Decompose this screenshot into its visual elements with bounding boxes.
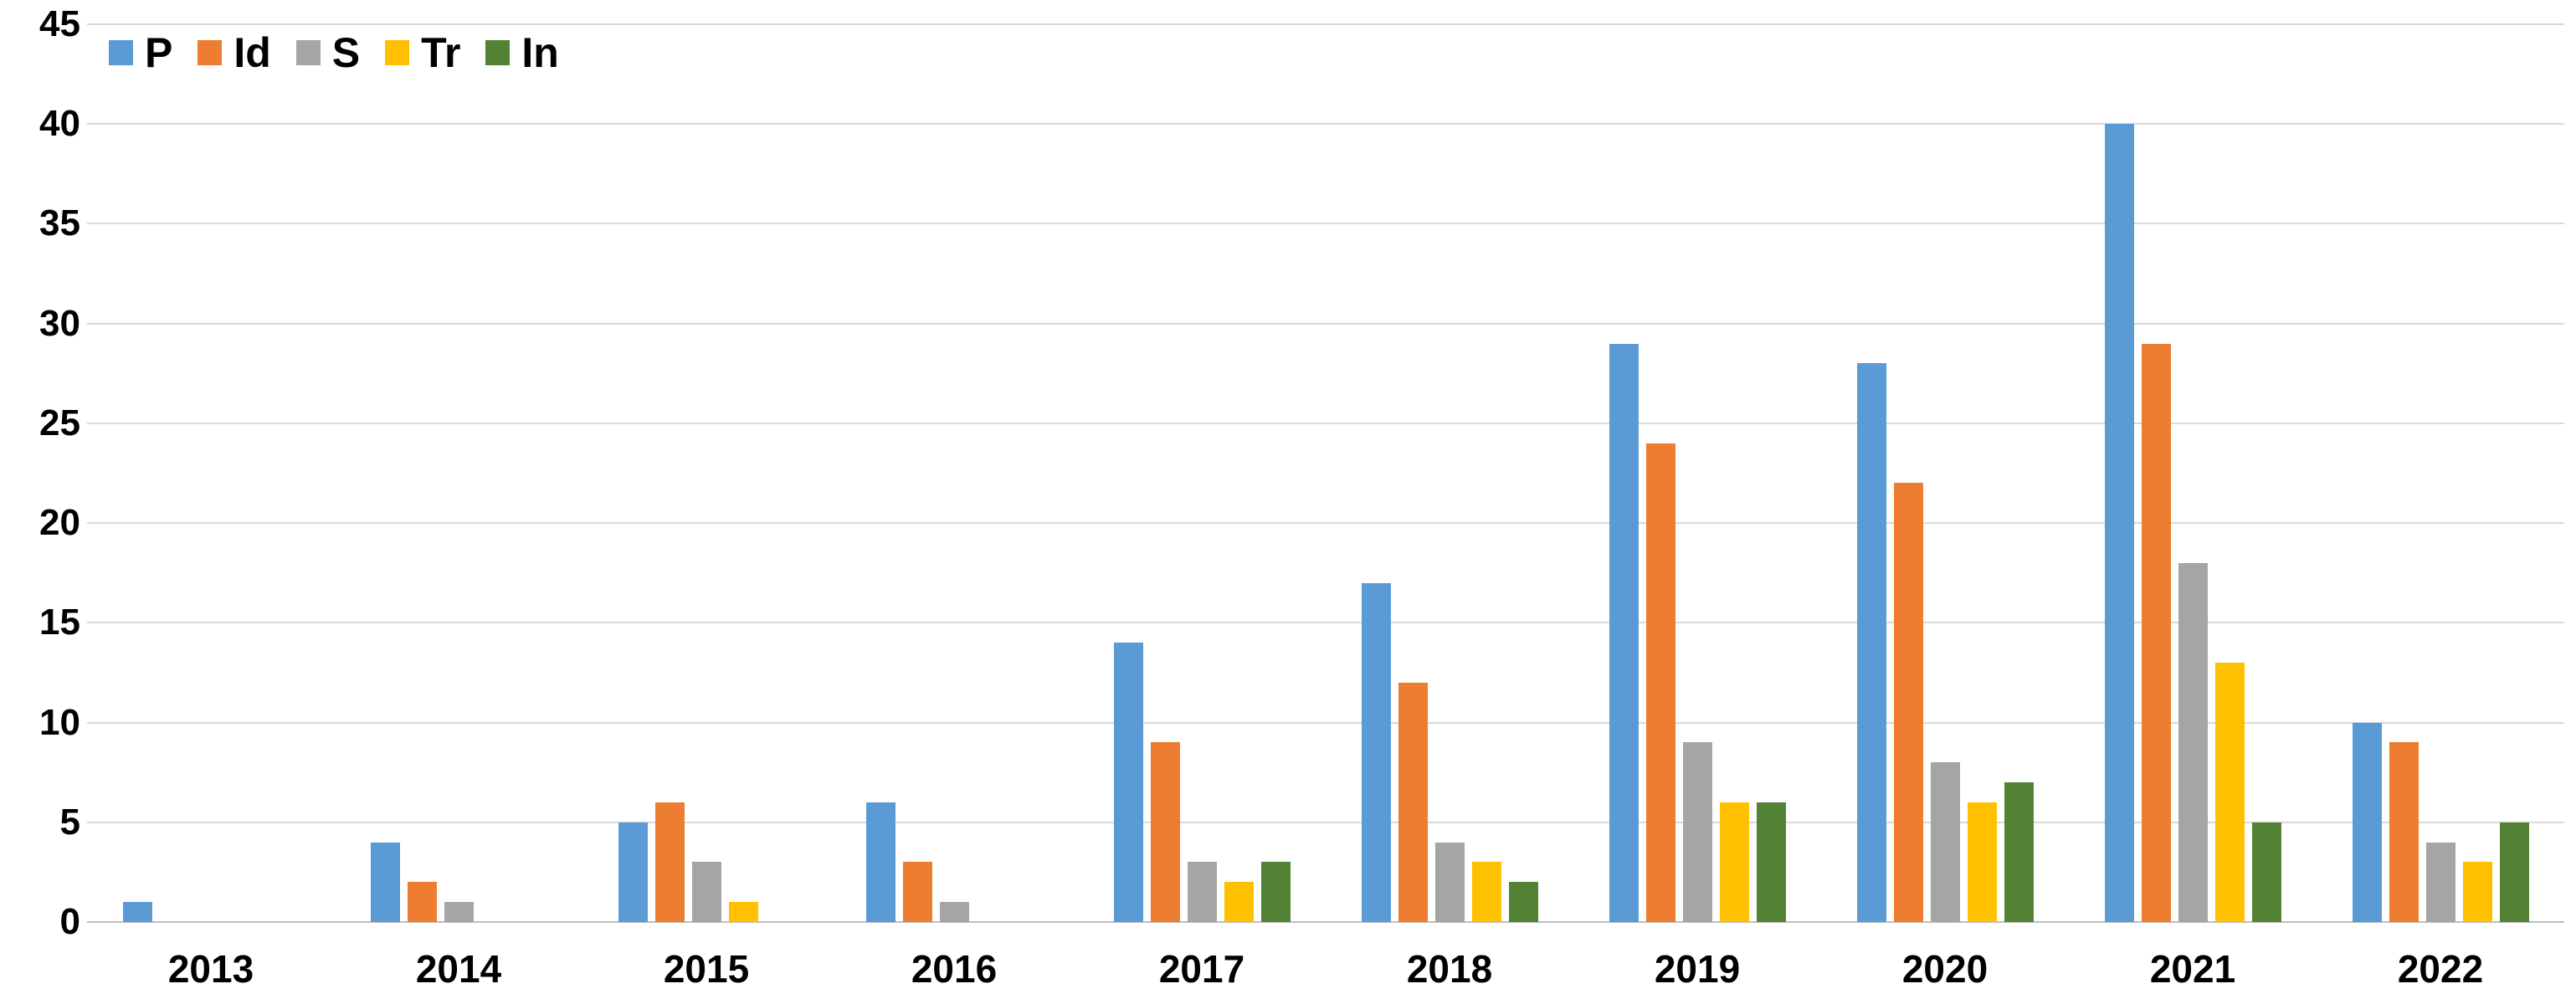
x-axis-category-label: 2014	[415, 947, 502, 991]
x-axis-category-label: 2016	[911, 947, 998, 991]
gridline	[87, 622, 2564, 624]
bar-P-2021	[2104, 124, 2134, 922]
bar-In-2022	[2499, 822, 2529, 922]
bar-Id-2020	[1893, 483, 1923, 922]
bar-P-2016	[865, 802, 895, 922]
legend-label: Tr	[421, 29, 461, 76]
legend-item-Id: Id	[198, 29, 271, 76]
bar-S-2017	[1187, 862, 1217, 922]
x-axis-category-label: 2021	[2149, 947, 2236, 991]
bar-S-2014	[444, 902, 474, 922]
bar-Id-2014	[407, 882, 437, 922]
legend-label: In	[521, 29, 559, 76]
x-axis-category-label: 2019	[1654, 947, 1741, 991]
gridline	[87, 522, 2564, 525]
gridline	[87, 223, 2564, 225]
gridline	[87, 23, 2564, 25]
bar-In-2018	[1508, 882, 1538, 922]
gridline	[87, 322, 2564, 325]
x-axis-category-label: 2022	[2397, 947, 2484, 991]
legend-label: Id	[233, 29, 271, 76]
y-axis-tick-label: 0	[59, 901, 80, 942]
bar-P-2015	[618, 822, 648, 922]
bar-S-2022	[2425, 842, 2455, 922]
bar-S-2020	[1930, 762, 1960, 922]
gridline	[87, 123, 2564, 126]
bar-Tr-2021	[2214, 663, 2245, 922]
bar-P-2018	[1361, 582, 1391, 922]
bar-P-2019	[1609, 343, 1639, 922]
bar-S-2021	[2178, 562, 2208, 922]
x-axis-category-label: 2020	[1901, 947, 1988, 991]
legend-label: P	[145, 29, 173, 76]
legend-swatch-icon	[385, 40, 410, 65]
legend-item-P: P	[109, 30, 172, 75]
legend-item-Tr: Tr	[385, 30, 460, 75]
gridline	[87, 721, 2564, 724]
x-axis-category-label: 2018	[1406, 947, 1493, 991]
bar-P-2017	[1113, 643, 1143, 922]
axis-baseline	[87, 921, 2564, 923]
y-axis-tick-label: 30	[39, 302, 80, 344]
bar-In-2017	[1260, 862, 1291, 922]
legend-item-S: S	[295, 29, 361, 76]
bar-In-2019	[1756, 802, 1786, 922]
bar-Tr-2017	[1224, 882, 1254, 922]
bar-P-2022	[2352, 722, 2382, 922]
y-axis-tick-label: 10	[39, 701, 80, 743]
bar-Tr-2020	[1967, 802, 1997, 922]
y-axis-tick-label: 25	[39, 402, 80, 443]
bar-S-2018	[1434, 842, 1465, 922]
bar-In-2021	[2251, 822, 2281, 922]
y-axis-tick-label: 5	[59, 801, 80, 843]
bar-Tr-2022	[2462, 862, 2492, 922]
bar-Id-2018	[1398, 682, 1428, 922]
bar-Id-2017	[1150, 742, 1180, 922]
legend: P Id S Tr In	[109, 30, 559, 75]
legend-item-In: In	[485, 29, 559, 76]
legend-swatch-icon	[198, 40, 223, 65]
bar-Id-2016	[902, 862, 932, 922]
bar-P-2013	[122, 902, 152, 922]
bar-P-2014	[370, 842, 400, 922]
bar-Tr-2015	[728, 902, 758, 922]
legend-label: S	[331, 29, 361, 76]
gridline	[87, 422, 2564, 424]
bar-Tr-2018	[1471, 862, 1501, 922]
y-axis-tick-label: 45	[39, 3, 80, 44]
bar-Id-2019	[1645, 443, 1675, 922]
bar-Id-2015	[654, 802, 685, 922]
x-axis-category-label: 2015	[663, 947, 750, 991]
bar-P-2020	[1856, 363, 1886, 922]
gridline	[87, 821, 2564, 823]
y-axis-tick-label: 35	[39, 202, 80, 244]
x-axis-category-label: 2013	[167, 947, 254, 991]
bar-In-2020	[2004, 782, 2034, 922]
bar-Id-2021	[2141, 343, 2171, 922]
legend-swatch-icon	[109, 40, 133, 65]
y-axis-tick-label: 15	[39, 602, 80, 643]
x-axis-category-label: 2017	[1158, 947, 1245, 991]
bar-S-2015	[691, 862, 721, 922]
bar-S-2016	[939, 902, 969, 922]
legend-swatch-icon	[295, 40, 321, 65]
y-axis-tick-label: 20	[39, 502, 80, 544]
bar-S-2019	[1682, 742, 1712, 922]
bar-Id-2022	[2389, 742, 2419, 922]
legend-swatch-icon	[485, 40, 511, 65]
bar-Tr-2019	[1719, 802, 1749, 922]
y-axis-tick-label: 40	[39, 103, 80, 145]
